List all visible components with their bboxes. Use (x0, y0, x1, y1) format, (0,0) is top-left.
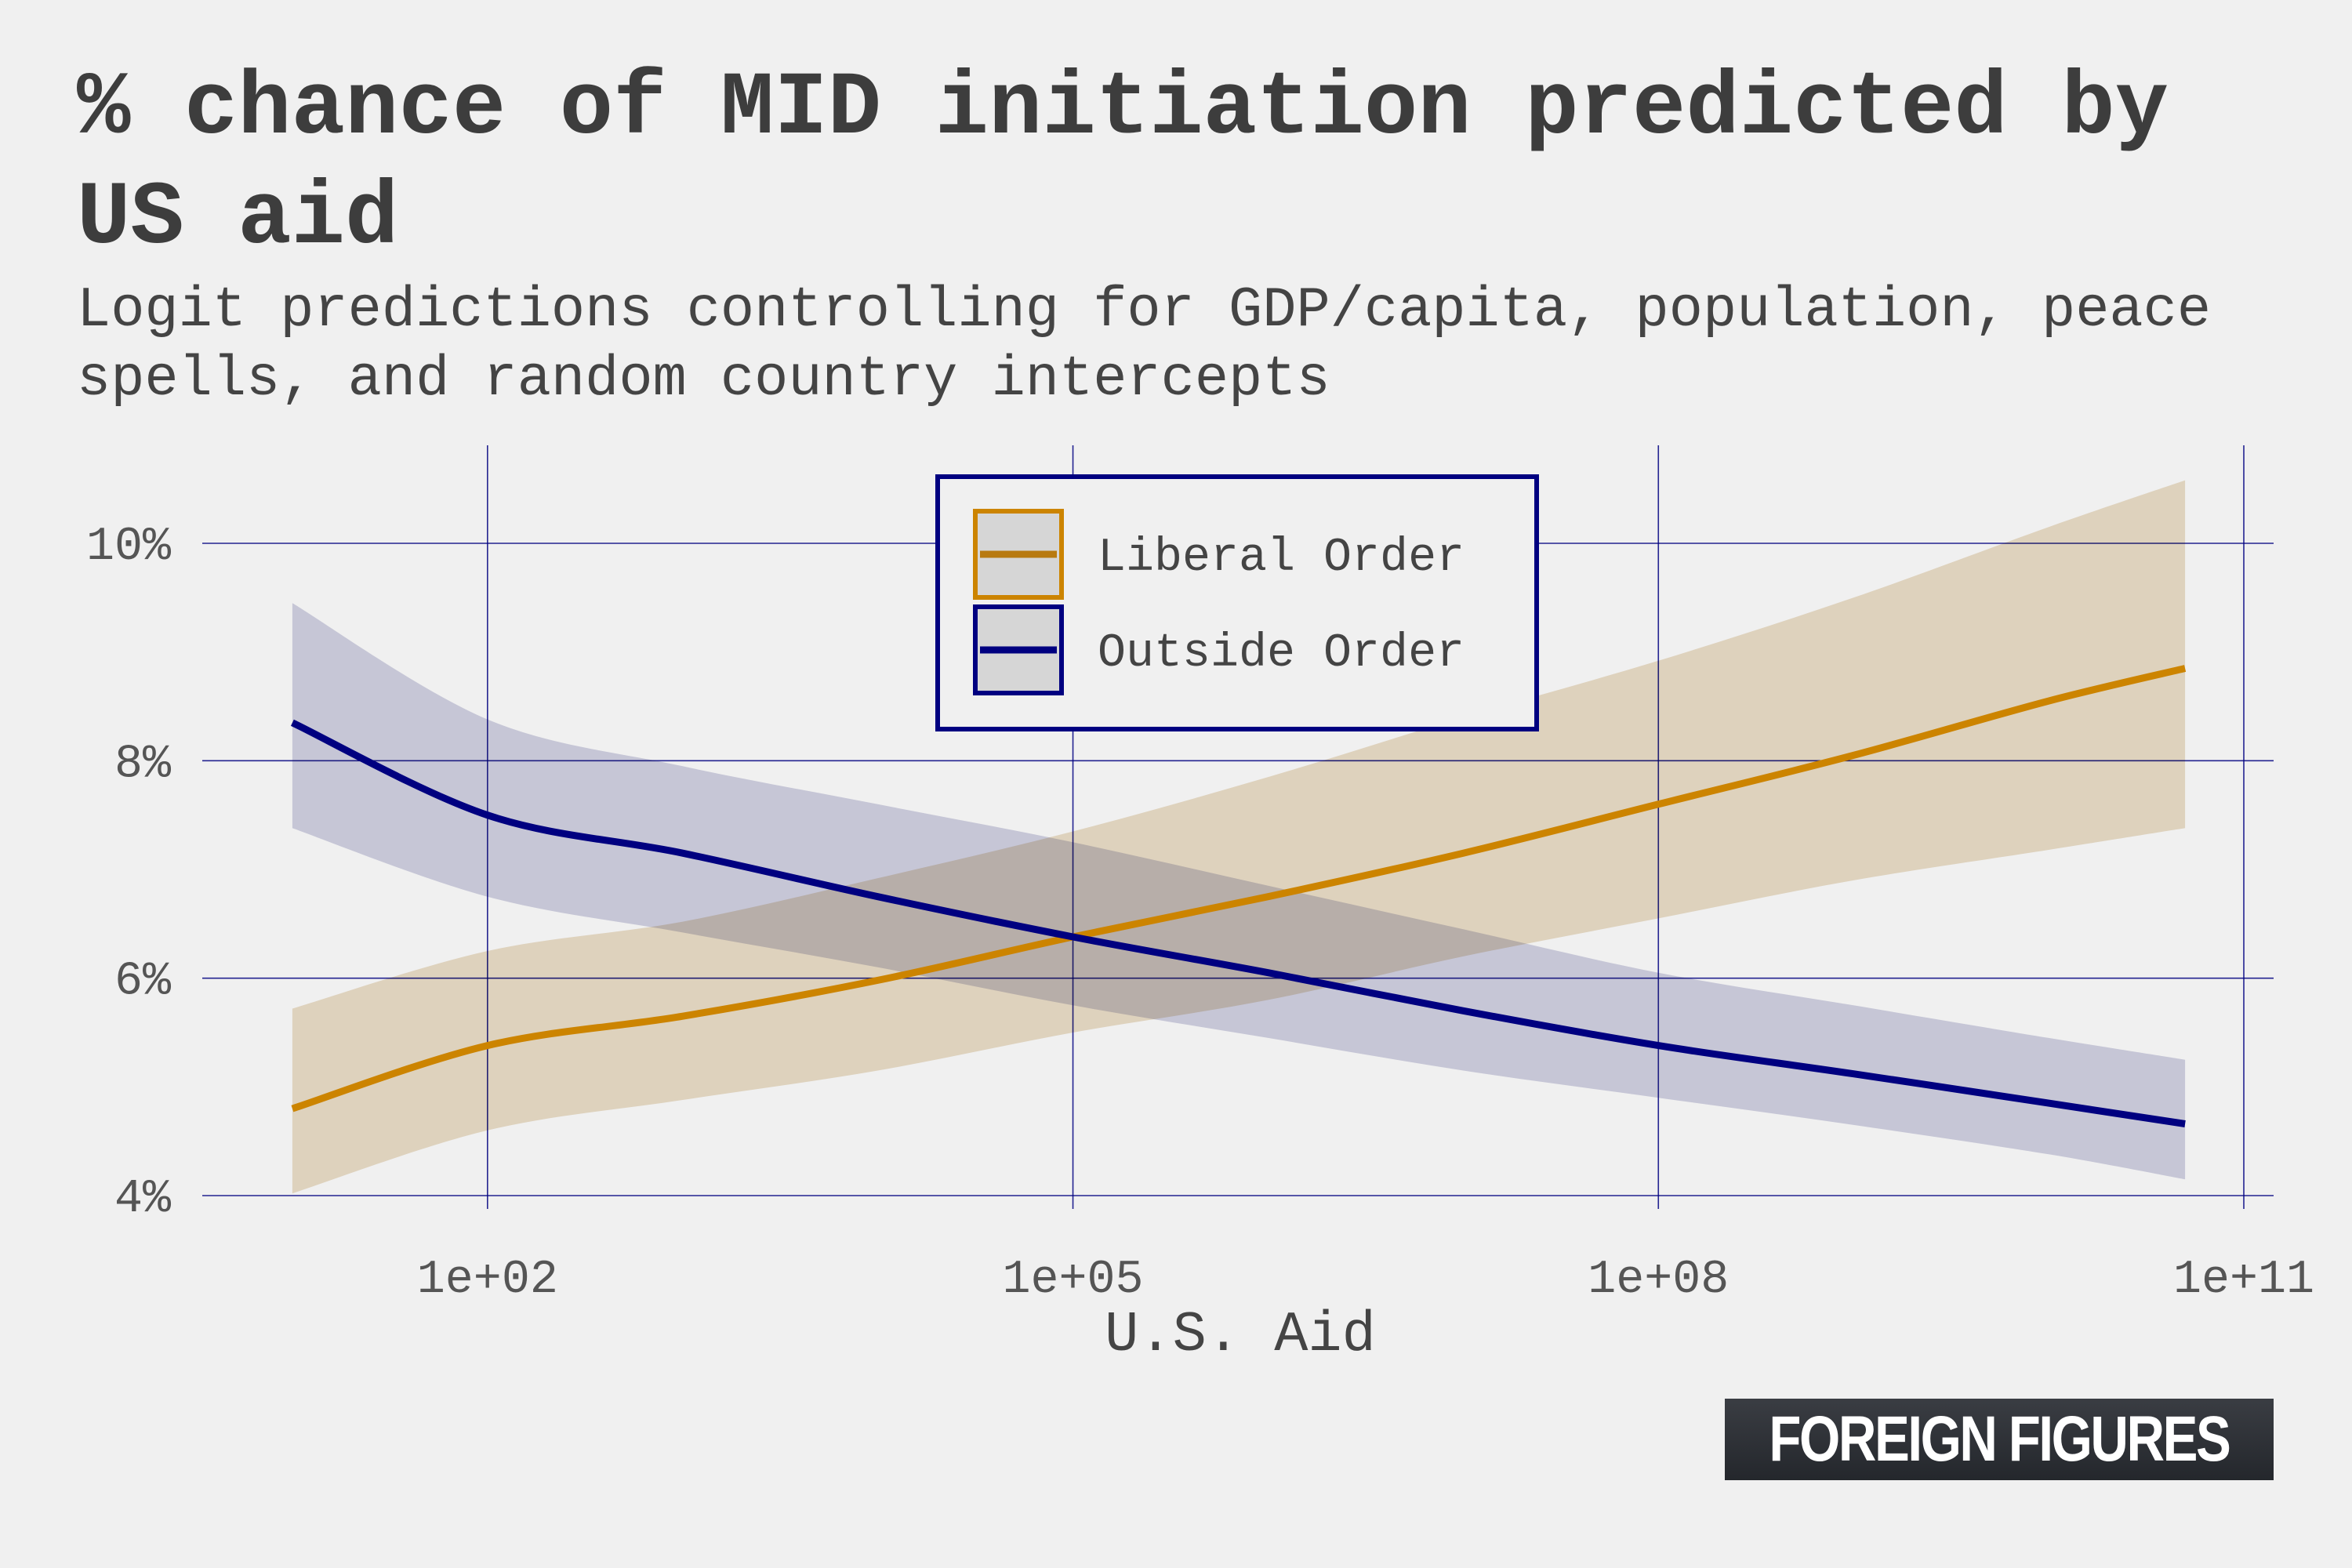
x-tick-label: 1e+02 (417, 1254, 558, 1307)
y-tick-label: 6% (114, 956, 172, 1009)
brand-logo-text: FOREIGN FIGURES (1769, 1403, 2231, 1475)
confidence-bands (292, 480, 2186, 1194)
x-axis-title: U.S. Aid (1105, 1303, 1376, 1367)
legend-item-liberal-order: Liberal Order (973, 509, 1465, 600)
legend: Liberal Order Outside Order (935, 474, 1539, 731)
x-tick-label: 1e+05 (1003, 1254, 1144, 1307)
series-line-outside-order (290, 719, 2186, 1127)
x-tick-label: 1e+11 (2173, 1254, 2314, 1307)
brand-logo: FOREIGN FIGURES (1725, 1399, 2274, 1480)
confidence-band-outside-order (292, 603, 2186, 1180)
x-tick-label: 1e+08 (1588, 1254, 1729, 1307)
y-tick-label: 10% (86, 521, 172, 574)
series-line-liberal-order (291, 665, 2187, 1112)
legend-item-outside-order: Outside Order (973, 604, 1465, 695)
confidence-band-liberal-order (292, 480, 2186, 1194)
legend-label-liberal-order: Liberal Order (1098, 532, 1465, 585)
chart-title: % chance of MID initiation predicted by … (77, 59, 2169, 270)
series-lines (290, 665, 2187, 1127)
chart-subtitle: Logit predictions controlling for GDP/ca… (77, 278, 2212, 412)
y-tick-label: 8% (114, 738, 172, 791)
legend-label-outside-order: Outside Order (1098, 627, 1465, 681)
tick-labels: 4% 6% 8% 10% 1e+02 1e+05 1e+08 1e+11 (86, 521, 2314, 1307)
y-tick-label: 4% (114, 1173, 172, 1226)
